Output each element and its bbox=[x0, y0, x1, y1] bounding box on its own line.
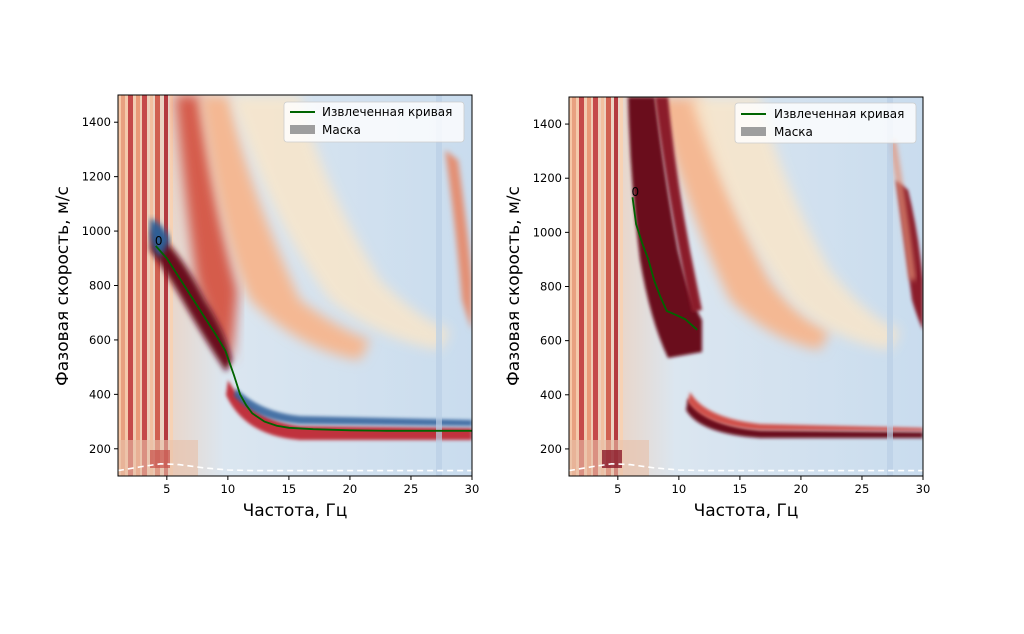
left-x-tick-label-5: 5 bbox=[163, 482, 170, 496]
left-y-tick-label-1400: 1400 bbox=[82, 115, 111, 129]
left-y-tick-label-600: 600 bbox=[89, 333, 111, 347]
right-y-tick-label-1400: 1400 bbox=[533, 117, 562, 131]
right-y-tick-label-200: 200 bbox=[540, 442, 562, 456]
right-x-tick-label-25: 25 bbox=[855, 482, 870, 496]
left-y-tick-label-1000: 1000 bbox=[82, 224, 111, 238]
right-dark-region bbox=[628, 97, 702, 358]
right-noise-boundary-line bbox=[569, 462, 923, 472]
right-yellow-halo bbox=[690, 97, 900, 350]
left-panel: 0 Извлеченная кривая Маска 5 10 15 20 25 30 20… bbox=[53, 94, 480, 521]
left-y-tick-label-800: 800 bbox=[89, 279, 111, 293]
left-ticks: 5 10 15 20 25 30 200 400 600 800 1000 1200 1400 bbox=[82, 115, 480, 496]
left-mode-band bbox=[226, 380, 472, 440]
left-noise-boundary-line bbox=[118, 462, 472, 472]
right-x-tick-label-20: 20 bbox=[794, 482, 809, 496]
right-y-tick-label-1000: 1000 bbox=[533, 225, 562, 239]
right-mode-band bbox=[686, 398, 923, 438]
right-dark-region-edge bbox=[655, 97, 702, 312]
left-y-axis-label: Фазовая скорость, м/с bbox=[53, 186, 73, 386]
right-legend: Извлеченная кривая Маска bbox=[734, 102, 917, 144]
right-curves bbox=[569, 197, 923, 472]
left-low-freq-streaks bbox=[121, 95, 173, 476]
left-y-tick-label-400: 400 bbox=[89, 387, 111, 401]
left-heatmap bbox=[118, 95, 472, 476]
left-y-tick-label-1200: 1200 bbox=[82, 170, 111, 184]
right-x-tick-label-15: 15 bbox=[733, 482, 748, 496]
left-x-tick-label-10: 10 bbox=[221, 482, 236, 496]
left-right-arc bbox=[445, 150, 472, 330]
left-x-tick-label-20: 20 bbox=[343, 482, 358, 496]
right-ticks: 5 10 15 20 25 30 200 400 600 800 1000 1200 1400 bbox=[533, 117, 931, 496]
left-x-tick-label-15: 15 bbox=[282, 482, 297, 496]
right-y-tick-label-1200: 1200 bbox=[533, 171, 562, 185]
left-x-axis-label: Частота, Гц bbox=[243, 501, 348, 521]
right-extracted-curve bbox=[631, 197, 698, 331]
left-legend-curve-label: Извлеченная кривая bbox=[322, 105, 452, 119]
right-x-tick-label-5: 5 bbox=[614, 482, 621, 496]
left-x-tick-label-30: 30 bbox=[465, 482, 480, 496]
left-legend-mask-label: Маска bbox=[322, 123, 361, 137]
right-y-tick-label-400: 400 bbox=[540, 388, 562, 402]
left-x-tick-label-25: 25 bbox=[404, 482, 419, 496]
right-annotation: 0 bbox=[631, 185, 639, 199]
right-legend-mask-swatch bbox=[741, 127, 766, 136]
left-legend-mask-swatch bbox=[290, 125, 315, 134]
left-extracted-curve bbox=[155, 245, 472, 432]
right-y-tick-label-800: 800 bbox=[540, 280, 562, 294]
left-blue-patch bbox=[150, 218, 170, 258]
right-legend-curve-label: Извлеченная кривая bbox=[774, 107, 904, 121]
right-y-tick-label-600: 600 bbox=[540, 334, 562, 348]
left-yellow-halo bbox=[230, 95, 450, 350]
right-panel: 0 Извлеченная кривая Маска 5 10 15 20 25 30 20… bbox=[504, 96, 931, 521]
right-y-axis-label: Фазовая скорость, м/с bbox=[504, 186, 524, 386]
right-x-tick-label-30: 30 bbox=[916, 482, 931, 496]
right-x-tick-label-10: 10 bbox=[672, 482, 687, 496]
left-annotation: 0 bbox=[155, 234, 163, 248]
right-heatmap bbox=[569, 97, 923, 476]
left-y-tick-label-200: 200 bbox=[89, 442, 111, 456]
left-curves bbox=[118, 245, 472, 472]
left-mode-band-upper bbox=[234, 388, 472, 426]
left-red-body bbox=[175, 95, 238, 360]
right-x-axis-label: Частота, Гц bbox=[694, 501, 799, 521]
left-orange-halo bbox=[200, 95, 370, 360]
right-legend-mask-label: Маска bbox=[774, 125, 813, 139]
right-low-freq-streaks bbox=[572, 97, 623, 476]
left-legend: Извлеченная кривая Маска bbox=[283, 101, 465, 143]
